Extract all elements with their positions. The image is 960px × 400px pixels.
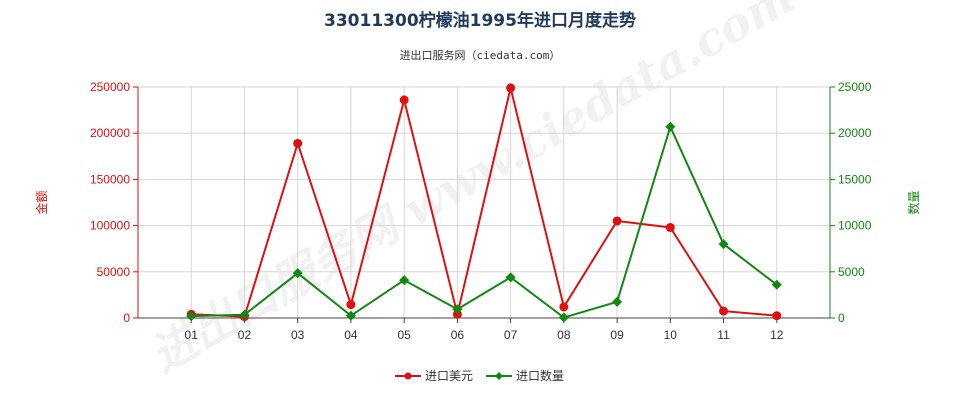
axes: 0 50000 100000 150000 200000 250000 0 5000 10000… xyxy=(34,80,921,342)
legend: 进口美元 进口数量 xyxy=(395,368,564,383)
x-tick-label: 12 xyxy=(770,328,784,342)
data-point-quantity xyxy=(292,268,303,279)
legend-label-2: 进口数量 xyxy=(516,368,564,383)
legend-marker-2 xyxy=(495,372,503,380)
series-line-2 xyxy=(191,123,778,319)
x-tick-label: 08 xyxy=(557,328,571,342)
x-tick-label: 07 xyxy=(504,328,518,342)
chart-title: 33011300柠檬油1995年进口月度走势 xyxy=(324,10,636,31)
data-point-amount xyxy=(506,83,516,93)
data-point-quantity xyxy=(558,312,569,323)
data-point-amount xyxy=(772,311,782,321)
data-point-quantity xyxy=(452,304,463,315)
data-point-quantity xyxy=(239,309,250,320)
right-tick-label: 20000 xyxy=(838,126,872,140)
x-tick-label: 04 xyxy=(344,328,358,342)
left-tick-label: 100000 xyxy=(90,219,130,233)
data-point-amount xyxy=(293,138,303,148)
data-point-amount xyxy=(612,216,622,226)
data-point-amount xyxy=(346,300,356,310)
left-tick-label: 150000 xyxy=(90,172,130,186)
x-tick-label: 06 xyxy=(451,328,465,342)
left-tick-label: 200000 xyxy=(90,126,130,140)
data-point-amount xyxy=(665,222,675,232)
left-axis-label: 金额 xyxy=(34,190,49,214)
left-tick-label: 250000 xyxy=(90,80,130,94)
data-point-amount xyxy=(719,306,729,316)
data-point-quantity xyxy=(612,296,623,307)
left-tick-label: 50000 xyxy=(97,265,131,279)
legend-label-1: 进口美元 xyxy=(425,369,473,383)
data-point-quantity xyxy=(718,239,729,250)
data-point-quantity xyxy=(771,279,782,290)
right-tick-label: 5000 xyxy=(838,265,865,279)
legend-marker-1 xyxy=(404,372,412,380)
x-tick-label: 05 xyxy=(397,328,411,342)
data-point-quantity xyxy=(345,310,356,321)
data-point-quantity xyxy=(399,275,410,286)
right-tick-label: 25000 xyxy=(838,80,872,94)
x-tick-label: 10 xyxy=(664,328,678,342)
x-tick-label: 03 xyxy=(291,328,305,342)
left-tick-label: 0 xyxy=(123,311,130,325)
series-line-1 xyxy=(191,87,777,318)
right-tick-label: 10000 xyxy=(838,219,872,233)
right-tick-label: 0 xyxy=(838,311,845,325)
series-layer xyxy=(186,83,782,323)
right-axis-label: 数量 xyxy=(906,190,921,214)
data-point-amount xyxy=(399,95,409,105)
x-tick-label: 11 xyxy=(717,328,730,342)
x-tick-label: 09 xyxy=(610,328,624,342)
data-point-quantity xyxy=(505,272,516,283)
chart-subtitle: 进出口服务网（ciedata.com） xyxy=(400,48,561,62)
x-tick-label: 01 xyxy=(185,328,199,342)
data-point-amount xyxy=(559,302,569,312)
x-tick-label: 02 xyxy=(238,328,252,342)
data-point-quantity xyxy=(186,311,197,322)
data-point-amount xyxy=(452,309,462,319)
right-tick-label: 15000 xyxy=(838,172,872,186)
data-point-quantity xyxy=(665,121,676,132)
